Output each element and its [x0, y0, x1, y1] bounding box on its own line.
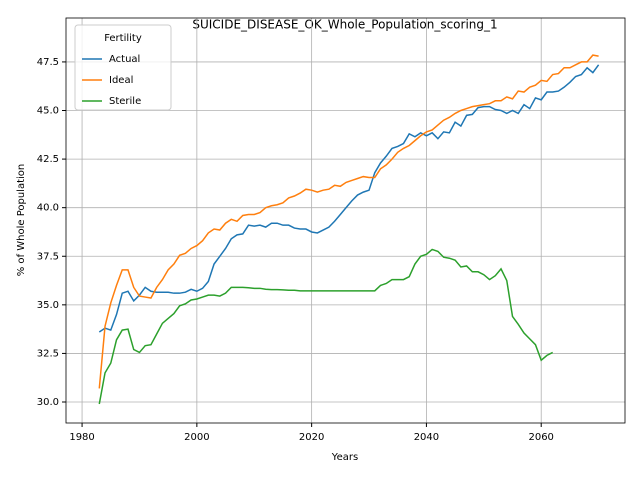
- legend-label: Ideal: [109, 75, 133, 86]
- y-axis-label: % of Whole Population: [16, 164, 27, 277]
- y-tick-label: 30.0: [37, 397, 59, 408]
- chart-title: SUICIDE_DISEASE_OK_Whole_Population_scor…: [192, 18, 497, 32]
- y-tick-label: 35.0: [37, 300, 59, 311]
- x-tick-label: 2040: [414, 432, 439, 443]
- x-tick-label: 1980: [69, 432, 94, 443]
- y-tick-label: 47.5: [37, 57, 59, 68]
- x-axis-label: Years: [331, 452, 358, 463]
- x-tick-label: 2060: [528, 432, 553, 443]
- x-tick-label: 2000: [184, 432, 209, 443]
- x-tick-label: 2020: [299, 432, 324, 443]
- legend-box: [74, 24, 172, 111]
- y-tick-label: 40.0: [37, 203, 59, 214]
- data-line: [98, 64, 600, 333]
- data-line: [98, 54, 599, 389]
- y-tick-label: 32.5: [37, 348, 59, 359]
- legend: Fertility Actual Ideal Sterile: [74, 24, 172, 111]
- y-tick-label: 42.5: [37, 154, 59, 165]
- y-tick-label: 37.5: [37, 251, 59, 262]
- axes-frame: [65, 17, 626, 424]
- legend-title: Fertility: [104, 33, 142, 44]
- legend-label: Sterile: [109, 96, 141, 107]
- data-line: [98, 248, 554, 405]
- legend-label: Actual: [109, 54, 140, 65]
- y-tick-label: 45.0: [37, 106, 59, 117]
